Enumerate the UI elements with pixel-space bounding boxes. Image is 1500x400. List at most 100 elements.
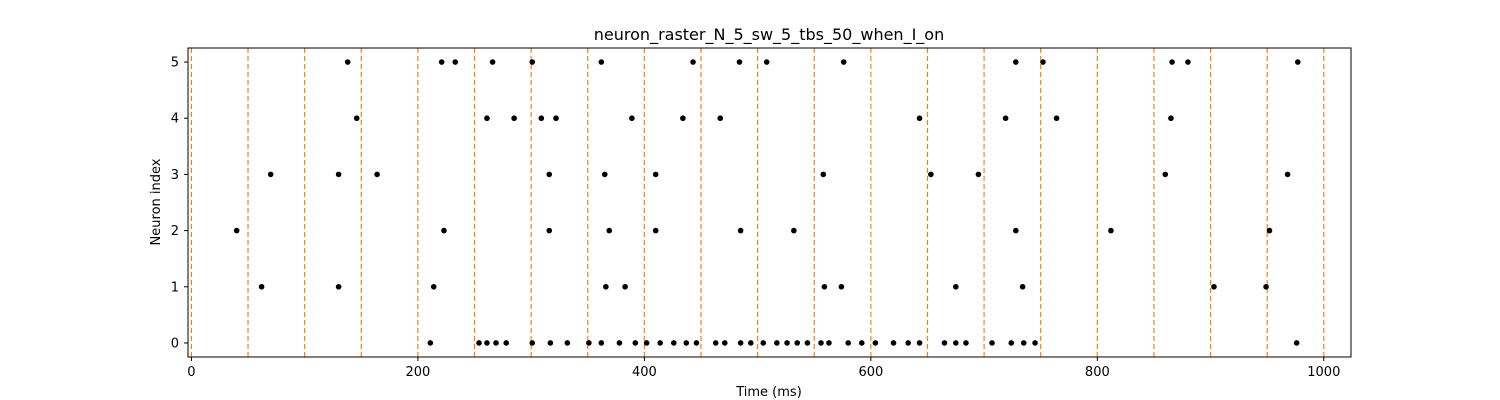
spike-point <box>952 340 959 346</box>
chart-title: neuron_raster_N_5_sw_5_tbs_50_when_I_on <box>594 25 944 45</box>
spike-point <box>1032 340 1038 346</box>
plot-frame <box>187 47 1352 358</box>
spike-point <box>941 340 948 346</box>
spike-point <box>652 171 659 178</box>
spike-point <box>629 115 635 122</box>
spike-point <box>546 227 553 234</box>
spike-point <box>1040 59 1046 65</box>
spike-point <box>890 340 897 346</box>
spike-point <box>721 340 728 346</box>
spike-point <box>1185 59 1191 65</box>
x-tick-label: 600 <box>858 365 883 380</box>
spike-point <box>233 227 240 234</box>
spike-point <box>712 340 719 346</box>
spike-point <box>1108 227 1114 234</box>
spike-point <box>335 283 342 290</box>
spike-point <box>603 283 609 290</box>
y-tick-label: 3 <box>171 168 179 183</box>
spike-point <box>598 340 605 346</box>
spike-point <box>1293 340 1300 346</box>
spike-point <box>717 115 724 122</box>
spike-point <box>616 340 623 346</box>
spike-point <box>586 340 592 346</box>
spike-point <box>564 340 571 346</box>
spike-point <box>952 283 959 290</box>
spike-point <box>344 59 351 65</box>
spike-point <box>1020 340 1027 346</box>
spike-point <box>826 340 832 346</box>
spike-point <box>476 340 482 346</box>
spike-point <box>840 59 847 65</box>
y-tick-label: 5 <box>171 56 179 71</box>
y-tick-label: 2 <box>171 224 179 239</box>
spike-point <box>791 227 797 234</box>
spike-point <box>737 340 744 346</box>
spike-point <box>438 59 445 65</box>
spike-point <box>693 340 700 346</box>
spike-point <box>820 171 827 178</box>
x-tick-label: 800 <box>1085 365 1110 380</box>
spike-point <box>737 227 744 234</box>
spike-point <box>511 115 517 122</box>
spike-point <box>598 59 605 65</box>
spike-point <box>818 340 824 346</box>
spike-points <box>233 59 1301 346</box>
spike-point <box>427 340 434 346</box>
spike-point <box>546 171 553 178</box>
x-tick-label: 400 <box>632 365 657 380</box>
spike-point <box>928 171 934 178</box>
spike-point <box>622 283 628 290</box>
spike-point <box>838 283 845 290</box>
spike-point <box>963 340 969 346</box>
y-tick-label: 4 <box>171 112 179 127</box>
y-tick-label: 0 <box>171 336 179 351</box>
spike-point <box>872 340 879 346</box>
spike-point <box>1008 340 1015 346</box>
spike-point <box>632 340 639 346</box>
spike-point <box>529 340 536 346</box>
spike-point <box>683 340 690 346</box>
spike-point <box>601 171 608 178</box>
spike-point <box>452 59 459 65</box>
event-markers <box>190 48 1325 357</box>
x-tick-label: 200 <box>405 365 430 380</box>
spike-point <box>989 340 995 346</box>
x-tick-label: 0 <box>187 365 195 380</box>
spike-point <box>606 227 613 234</box>
spike-point <box>760 340 767 346</box>
spike-point <box>657 340 664 346</box>
spike-point <box>858 340 865 346</box>
spike-point <box>258 283 265 290</box>
spike-point <box>794 340 801 346</box>
spike-point <box>1013 59 1019 65</box>
spike-point <box>763 59 770 65</box>
spike-point <box>1053 115 1060 122</box>
spike-point <box>493 340 499 346</box>
spike-point <box>748 340 754 346</box>
y-axis: 0 1 2 3 4 5 <box>171 56 188 351</box>
spike-point <box>529 59 536 65</box>
spike-point <box>441 227 447 234</box>
spike-point <box>489 59 496 65</box>
spike-point <box>1019 283 1026 290</box>
spike-point <box>503 340 510 346</box>
spike-point <box>1294 59 1301 65</box>
spike-point <box>1013 227 1019 234</box>
spike-point <box>1266 227 1273 234</box>
spike-point <box>538 115 545 122</box>
spike-point <box>267 171 274 178</box>
spike-point <box>690 59 696 65</box>
x-axis-label: Time (ms) <box>735 385 802 400</box>
spike-point <box>916 115 923 122</box>
spike-point <box>547 340 554 346</box>
spike-point <box>916 340 923 346</box>
spike-point <box>353 115 360 122</box>
spike-point <box>784 340 790 346</box>
spike-point <box>374 171 380 178</box>
spike-point <box>1168 115 1174 122</box>
spike-point <box>1263 283 1269 290</box>
spike-point <box>430 283 437 290</box>
spike-point <box>335 171 342 178</box>
spike-point <box>652 227 659 234</box>
